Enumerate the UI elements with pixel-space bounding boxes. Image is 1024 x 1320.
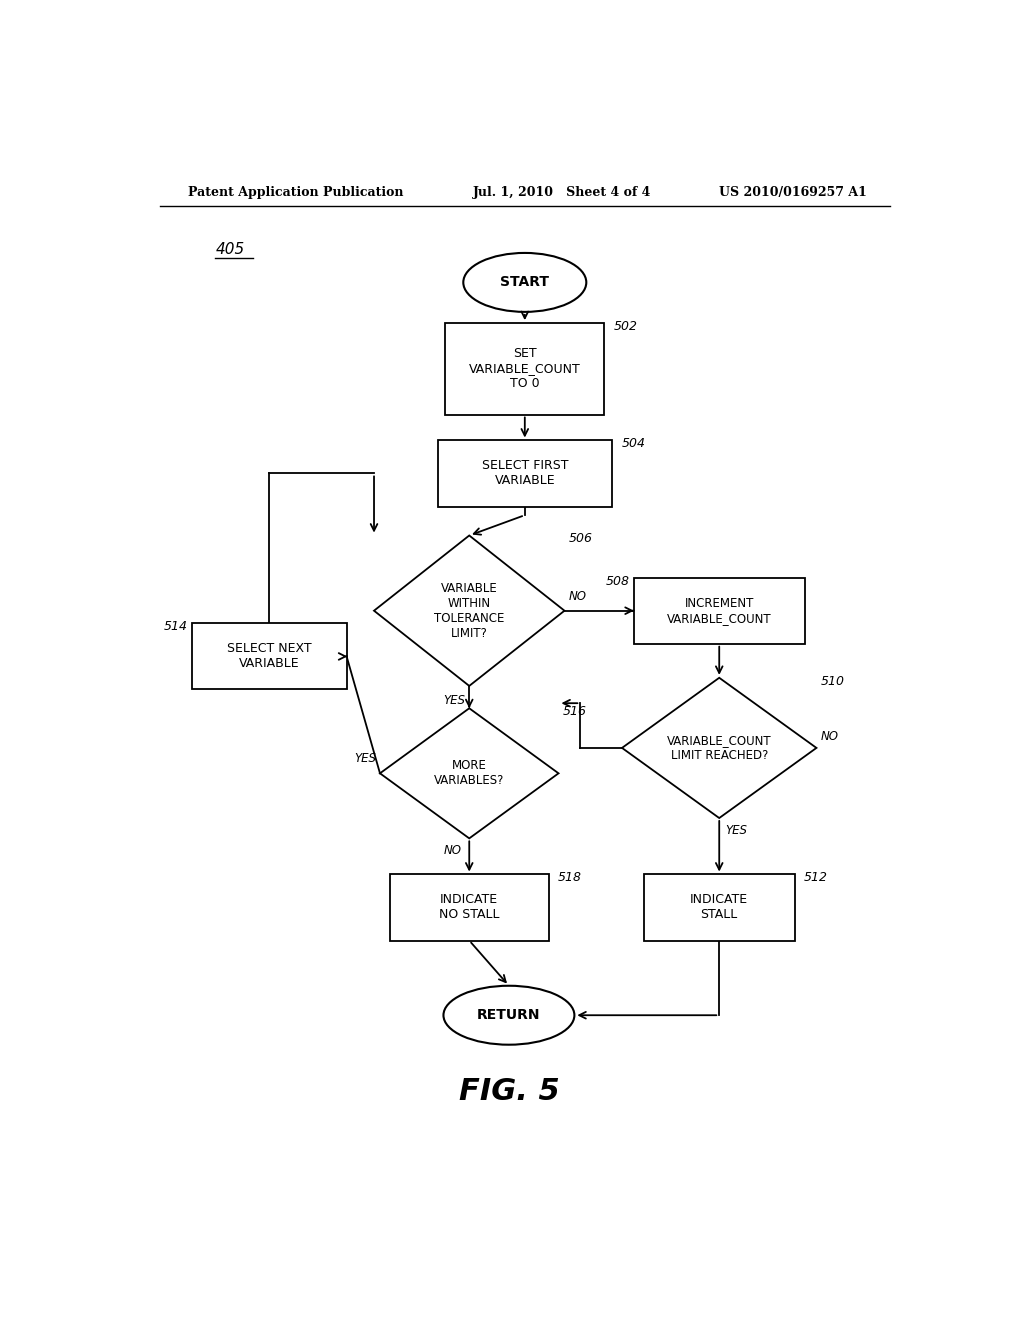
Text: SELECT NEXT
VARIABLE: SELECT NEXT VARIABLE <box>227 643 311 671</box>
Text: VARIABLE
WITHIN
TOLERANCE
LIMIT?: VARIABLE WITHIN TOLERANCE LIMIT? <box>434 582 505 640</box>
Text: NO: NO <box>568 590 587 602</box>
FancyBboxPatch shape <box>445 323 604 414</box>
Text: INCREMENT
VARIABLE_COUNT: INCREMENT VARIABLE_COUNT <box>667 597 771 624</box>
Polygon shape <box>622 677 816 818</box>
Text: 508: 508 <box>606 574 630 587</box>
Polygon shape <box>380 709 558 838</box>
Text: YES: YES <box>726 824 748 837</box>
Text: SELECT FIRST
VARIABLE: SELECT FIRST VARIABLE <box>481 459 568 487</box>
Text: 514: 514 <box>164 620 188 634</box>
Text: US 2010/0169257 A1: US 2010/0169257 A1 <box>719 186 867 199</box>
FancyBboxPatch shape <box>390 874 549 941</box>
Text: Patent Application Publication: Patent Application Publication <box>187 186 403 199</box>
Polygon shape <box>374 536 564 686</box>
FancyBboxPatch shape <box>437 441 612 507</box>
Text: RETURN: RETURN <box>477 1008 541 1022</box>
Text: YES: YES <box>443 694 465 708</box>
Ellipse shape <box>443 986 574 1044</box>
Text: 504: 504 <box>622 437 645 450</box>
Ellipse shape <box>463 253 587 312</box>
Text: VARIABLE_COUNT
LIMIT REACHED?: VARIABLE_COUNT LIMIT REACHED? <box>667 734 771 762</box>
Text: NO: NO <box>820 730 839 743</box>
Text: 512: 512 <box>804 871 828 884</box>
Text: 518: 518 <box>558 871 582 884</box>
Text: SET
VARIABLE_COUNT
TO 0: SET VARIABLE_COUNT TO 0 <box>469 347 581 391</box>
Text: INDICATE
STALL: INDICATE STALL <box>690 894 749 921</box>
Text: 502: 502 <box>613 319 638 333</box>
Text: 510: 510 <box>820 675 845 688</box>
Text: 516: 516 <box>562 705 587 718</box>
FancyBboxPatch shape <box>634 578 805 644</box>
Text: 405: 405 <box>215 243 245 257</box>
FancyBboxPatch shape <box>644 874 795 941</box>
Text: Jul. 1, 2010   Sheet 4 of 4: Jul. 1, 2010 Sheet 4 of 4 <box>473 186 651 199</box>
Text: INDICATE
NO STALL: INDICATE NO STALL <box>439 894 500 921</box>
Text: YES: YES <box>354 752 376 766</box>
Text: 506: 506 <box>568 532 593 545</box>
FancyBboxPatch shape <box>191 623 347 689</box>
Text: FIG. 5: FIG. 5 <box>459 1077 559 1106</box>
Text: MORE
VARIABLES?: MORE VARIABLES? <box>434 759 505 787</box>
Text: NO: NO <box>443 845 461 858</box>
Text: START: START <box>501 276 549 289</box>
